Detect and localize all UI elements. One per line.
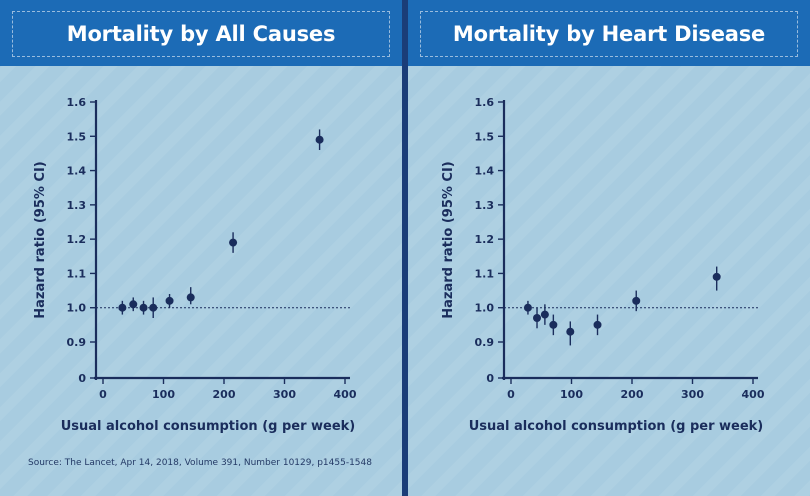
x-tick-label: 200 <box>213 388 236 401</box>
y-axis-label: Hazard ratio (95% CI) <box>441 161 456 318</box>
x-tick-label: 400 <box>742 388 765 401</box>
data-point <box>129 300 138 309</box>
chart-header: Mortality by Heart Disease <box>408 0 810 66</box>
chart-header-frame: Mortality by All Causes <box>12 11 390 57</box>
y-tick-label: 1.2 <box>475 233 495 246</box>
x-tick-label: 400 <box>334 388 357 401</box>
x-axis-label: Usual alcohol consumption (g per week) <box>61 419 356 434</box>
y-tick-label: 1.5 <box>67 130 87 143</box>
y-tick-label: 1.5 <box>475 130 495 143</box>
data-point <box>229 238 238 247</box>
chart-title: Mortality by All Causes <box>66 22 336 46</box>
y-tick-label: 0.9 <box>67 336 87 349</box>
x-tick-label: 100 <box>560 388 583 401</box>
y-tick-label: 1.1 <box>475 267 495 280</box>
x-axis-label: Usual alcohol consumption (g per week) <box>469 419 764 434</box>
chart-heart-disease: 0 0.9 1.0 1.1 1.2 1.3 1.4 1.5 1.6 0 100 200 300 400 Us… <box>441 96 765 434</box>
y-tick-label: 0.9 <box>475 336 495 349</box>
x-tick-label: 100 <box>152 388 175 401</box>
panel-divider <box>402 0 408 496</box>
x-tick-label: 200 <box>621 388 644 401</box>
y-tick-label: 1.4 <box>475 165 495 178</box>
data-point <box>632 296 641 305</box>
data-point <box>118 303 127 312</box>
y-tick-label: 1.6 <box>67 96 87 109</box>
y-tick-label: 1.3 <box>67 199 87 212</box>
data-point <box>523 303 532 312</box>
y-tick-label: 1.4 <box>67 165 87 178</box>
data-point <box>186 293 195 302</box>
y-tick-label: 1.3 <box>475 199 495 212</box>
data-point <box>315 135 324 144</box>
data-point <box>540 310 549 319</box>
chart-panel-heart-disease: Mortality by Heart Disease 0 0.9 1.0 1.1 1.2… <box>408 0 810 496</box>
data-point <box>139 303 148 312</box>
x-tick-label: 300 <box>681 388 704 401</box>
y-tick-label: 1.6 <box>475 96 495 109</box>
y-tick-label: 1.1 <box>67 267 87 280</box>
chart-header: Mortality by All Causes <box>0 0 402 66</box>
data-point <box>712 272 721 281</box>
data-point <box>533 314 542 322</box>
y-tick-label: 0 <box>78 372 86 385</box>
data-point <box>149 303 158 312</box>
y-tick-label: 1.0 <box>67 302 87 315</box>
x-tick-label: 0 <box>99 388 107 401</box>
y-tick-label: 1.0 <box>475 302 495 315</box>
y-tick-label: 1.2 <box>67 233 87 246</box>
data-point <box>593 320 602 329</box>
chart-panel-all-causes: Mortality by All Causes 0 0.9 1.0 1.1 1.2 1.3… <box>0 0 402 496</box>
chart-title: Mortality by Heart Disease <box>452 22 766 46</box>
data-point <box>566 327 575 336</box>
y-tick-label: 0 <box>486 372 494 385</box>
y-axis-label: Hazard ratio (95% CI) <box>33 161 48 318</box>
data-point <box>549 320 558 329</box>
x-tick-label: 300 <box>273 388 296 401</box>
data-point <box>165 296 174 305</box>
source-citation: Source: The Lancet, Apr 14, 2018, Volume… <box>28 458 372 468</box>
x-tick-label: 0 <box>507 388 515 401</box>
chart-all-causes: 0 0.9 1.0 1.1 1.2 1.3 1.4 1.5 1.6 0 100 200 300 400 Us… <box>33 96 357 434</box>
chart-header-frame: Mortality by Heart Disease <box>420 11 798 57</box>
